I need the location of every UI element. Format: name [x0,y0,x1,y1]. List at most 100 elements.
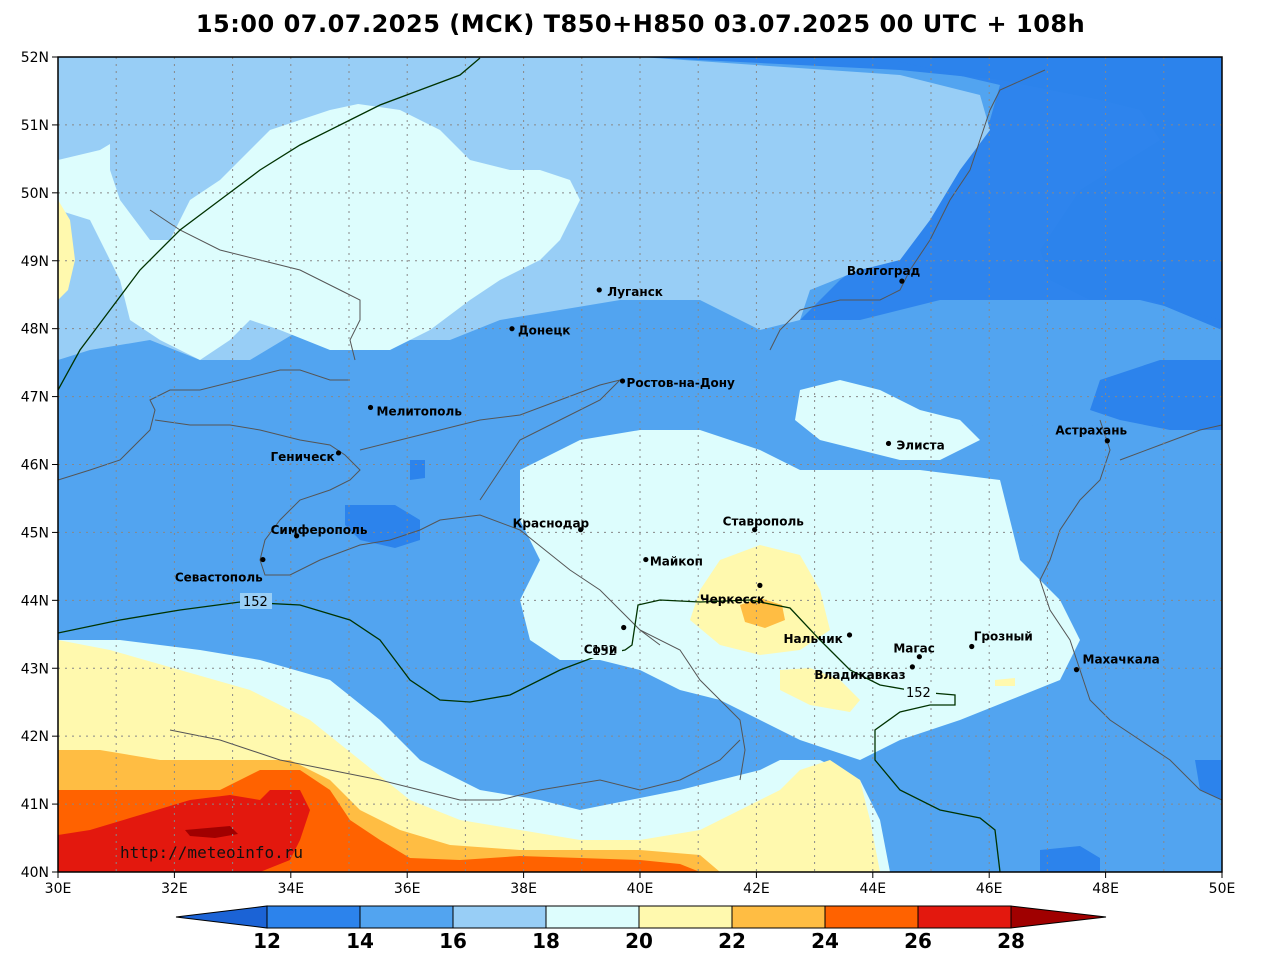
azov-coast [359,379,622,501]
colorbar-segment [545,905,640,929]
lon-tick-label: 32E [161,881,188,897]
city-marker [578,527,584,533]
cities-layer: Волгоград Луганск Донецк Ростов-на-Дону Мели… [175,264,1160,682]
contour-label: 152 [906,686,931,701]
city-marker [757,582,763,588]
city-marker [367,404,374,411]
city-marker [509,326,515,332]
city-label: Геническ [271,450,335,464]
colorbar-label: 22 [718,929,746,953]
band-16-east [1010,420,1222,520]
lon-tick-label: 42E [743,881,770,897]
don [149,209,361,361]
city-label: Нальчик [784,632,843,646]
colorbar-segment [359,905,454,929]
caspian-north [1119,424,1222,461]
band-22-westedge [58,200,75,300]
lat-tick-label: 43N [21,661,49,677]
colorbar-label: 14 [346,929,374,953]
lat-tick-label: 41N [21,797,49,813]
band-24-stav [740,598,785,628]
contour-label: 152 [592,644,617,659]
band-14-se2 [1195,760,1222,800]
band-16-se [945,735,1170,860]
chart-title: 15:00 07.07.2025 (МСК) T850+H850 03.07.2… [195,10,1086,38]
turkey-coast [169,729,741,801]
band-14-crimea [345,505,420,548]
lat-tick-label: 40N [21,865,49,881]
city-label: Сочи [584,643,618,657]
city-marker [619,378,626,384]
band-28-sw [58,790,310,872]
city-marker [909,664,915,670]
band-14-azov [410,460,425,480]
lon-tick-label: 44E [859,881,886,897]
colorbar-min-arrow [175,905,268,929]
colorbar-label: 26 [904,929,932,953]
lon-tick-label: 50E [1209,881,1236,897]
crimea-coast [154,419,661,646]
lat-tick-label: 46N [21,458,49,474]
city-marker [885,440,892,447]
city-marker [969,643,975,650]
lat-tick-label: 52N [21,50,49,66]
lon-tick-label: 48E [1092,881,1119,897]
band-14-se [1040,846,1100,872]
city-marker [899,278,905,284]
colorbar-label: 20 [625,929,653,953]
lat-tick-label: 50N [21,186,49,202]
city-label: Симферополь [271,523,368,537]
watermark: http://meteoinfo.ru [120,843,303,862]
caucasus-coast [639,629,746,781]
contour-152-south [58,599,1001,872]
lat-tick-label: 42N [21,729,49,745]
city-label: Черкесск [700,592,765,606]
contour-152 [58,57,1001,872]
city-label: Астрахань [1055,424,1127,438]
band-30-sw [185,826,238,838]
colorbar-segment [452,905,547,929]
lon-tick-label: 36E [394,881,421,897]
city-label: Ставрополь [723,515,805,529]
city-marker [260,556,266,563]
city-label: Элиста [897,438,945,452]
colorbar-label: 28 [997,929,1025,953]
city-label: Владикавказ [814,668,905,682]
colorbar-label: 24 [811,929,839,953]
graticule [58,57,1222,872]
colorbar-segment [824,905,919,929]
city-label: Майкоп [650,555,703,569]
lon-tick-label: 46E [976,881,1003,897]
city-label: Краснодар [513,517,590,531]
band-22-vlad [780,668,860,712]
lat-tick-label: 49N [21,254,49,270]
band-22-gr [995,678,1015,686]
colorbar-max-arrow [1010,905,1107,929]
volga [769,69,1046,351]
colorbar-label: 12 [253,929,281,953]
city-marker [1104,438,1110,444]
coastlines [58,69,1222,801]
band-20-kalmykia [795,380,980,460]
city-label: Магас [893,642,935,656]
city-marker [846,632,853,638]
lat-tick-label: 48N [21,322,49,338]
lat-tick-label: 44N [21,593,49,609]
band-14-east-lower [1090,360,1222,430]
city-marker [916,654,922,660]
colorbar: 12 14 16 18 20 22 24 26 28 [175,905,1107,953]
colorbar-segment [638,905,733,929]
city-marker [1073,667,1080,673]
colorbar-label: 18 [532,929,560,953]
band-14-east-b [800,57,1222,320]
city-label: Волгоград [847,264,921,278]
contour-152-north [58,57,481,391]
lon-tick-label: 30E [45,881,72,897]
city-label: Махачкала [1083,653,1160,667]
contour-labels: 152 152 152 [240,593,936,701]
lat-tick-label: 47N [21,390,49,406]
colorbar-segment [917,905,1012,929]
city-marker [621,624,627,631]
city-label: Луганск [607,285,663,299]
